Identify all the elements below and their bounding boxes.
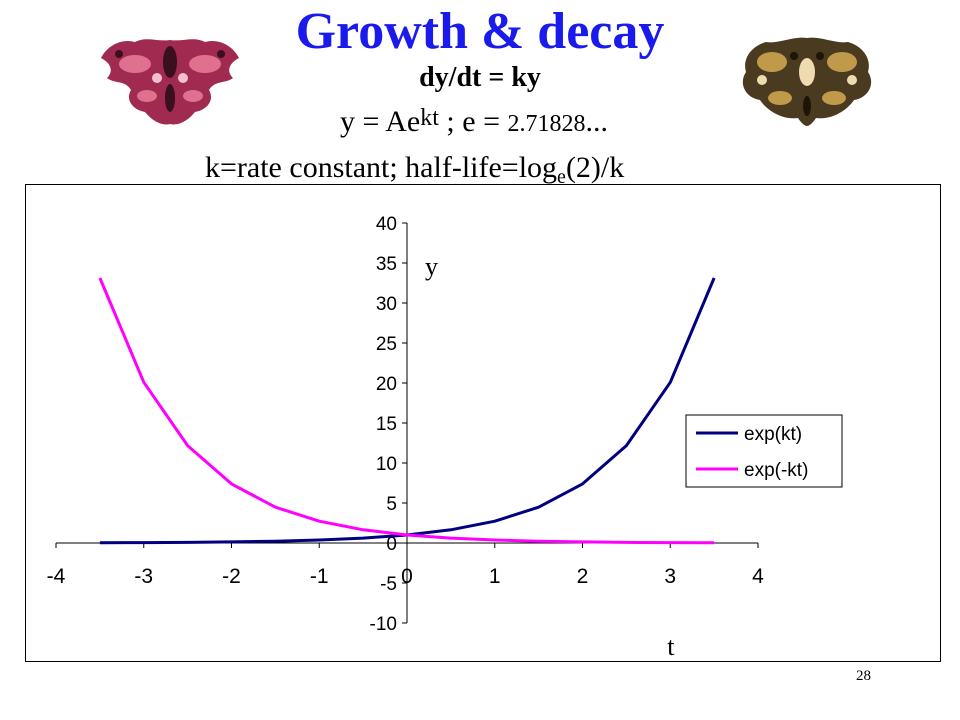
decay-series-line (98, 277, 715, 545)
page-number: 28 (856, 668, 871, 684)
y-tick-label: 10 (376, 454, 397, 475)
solution-equation-suffix: ... (585, 105, 609, 138)
differential-equation: dy/dt = ky (419, 62, 541, 93)
x-tick-label: -3 (134, 565, 153, 588)
half-life-note: k=rate constant; half-life=loge(2)/k (205, 150, 624, 189)
chart-area: -4 -3 -2 -1 0 1 2 3 4 40 35 30 25 20 15 10 5 0 -5 -10 y t exp(… (25, 184, 941, 662)
half-life-note-suffix: (2)/k (565, 151, 625, 184)
slide-title: Growth & decay (295, 3, 665, 60)
y-tick-label: 15 (376, 414, 397, 435)
solution-equation-exponent: kt (420, 105, 439, 131)
solution-equation: y = Aekt ; e = 2.71828... (340, 104, 608, 142)
y-tick-label: 25 (376, 334, 397, 355)
x-tick-label: 3 (664, 565, 676, 588)
y-axis-title: y (425, 252, 438, 281)
x-tick-label: -1 (310, 565, 329, 588)
legend-box (685, 414, 843, 488)
y-tick-label: -5 (380, 574, 397, 595)
y-tick-label: -10 (370, 614, 397, 635)
inkblot-left-image (101, 39, 239, 125)
x-tick-label: 1 (489, 565, 501, 588)
e-value: 2.71828 (507, 111, 586, 137)
inkblot-right-image (742, 37, 872, 126)
half-life-note-prefix: k=rate constant; half-life=log (205, 151, 558, 184)
x-tick-label: 0 (401, 565, 413, 588)
y-tick-label: 20 (376, 374, 397, 395)
y-tick-label: 0 (386, 534, 397, 555)
y-tick-label: 40 (376, 214, 397, 235)
y-tick-label: 5 (386, 494, 397, 515)
y-tick-label: 30 (376, 294, 397, 315)
solution-equation-middle: ; e = (438, 105, 508, 138)
line-chart: -4 -3 -2 -1 0 1 2 3 44035302520151050-5-10ytexp(… (47, 214, 843, 661)
legend-label: exp(-kt) (744, 460, 808, 481)
x-tick-label: 2 (577, 565, 589, 588)
legend-label: exp(kt) (744, 424, 802, 445)
half-life-note-subscript: e (557, 166, 566, 188)
x-tick-label: -4 (47, 565, 66, 588)
x-tick-label: 4 (752, 565, 764, 588)
solution-equation-prefix: y = Ae (340, 105, 421, 138)
x-tick-label: -2 (222, 565, 241, 588)
y-tick-label: 35 (376, 254, 397, 275)
t-axis-title: t (667, 632, 675, 661)
